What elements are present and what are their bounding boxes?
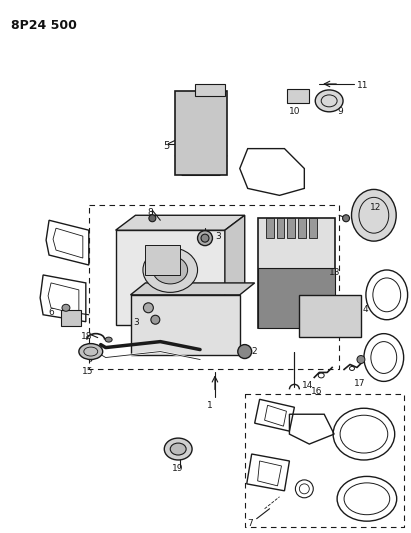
Text: 4: 4 [363, 305, 369, 314]
Bar [61, 310, 81, 326]
Text: 7: 7 [248, 519, 254, 528]
Ellipse shape [198, 231, 212, 246]
Polygon shape [131, 283, 255, 295]
Ellipse shape [170, 443, 186, 455]
Text: 17: 17 [354, 379, 365, 389]
Bar [277, 218, 284, 238]
Text: 8: 8 [148, 208, 153, 217]
Ellipse shape [143, 248, 198, 293]
Ellipse shape [201, 234, 209, 242]
Ellipse shape [238, 345, 252, 359]
Bar [131, 295, 240, 354]
Text: 8P24 500: 8P24 500 [12, 19, 77, 33]
Bar [258, 268, 335, 328]
Bar [258, 218, 335, 328]
Text: 19: 19 [172, 464, 184, 473]
Text: 14: 14 [302, 382, 314, 390]
Text: 5: 5 [163, 141, 169, 151]
Ellipse shape [62, 304, 70, 311]
Ellipse shape [143, 303, 153, 313]
Ellipse shape [105, 337, 112, 342]
Bar [115, 230, 225, 325]
Ellipse shape [342, 215, 349, 222]
Text: 15: 15 [82, 367, 93, 376]
Ellipse shape [351, 189, 396, 241]
Bar [145, 245, 180, 275]
Polygon shape [175, 156, 227, 175]
Bar [195, 84, 225, 96]
Text: 12: 12 [370, 203, 381, 212]
Bar [309, 218, 317, 238]
Text: 9: 9 [337, 107, 343, 116]
Ellipse shape [315, 90, 343, 112]
Text: 2: 2 [252, 347, 257, 356]
Bar [298, 218, 306, 238]
Bar [299, 295, 361, 337]
Text: 18: 18 [81, 332, 92, 341]
Ellipse shape [151, 315, 160, 324]
Text: 1: 1 [207, 401, 213, 410]
Text: 3: 3 [215, 232, 221, 241]
Text: 13: 13 [329, 268, 341, 277]
Text: 16: 16 [311, 387, 323, 397]
Ellipse shape [153, 256, 188, 284]
Bar [266, 218, 274, 238]
Polygon shape [225, 215, 245, 305]
Polygon shape [115, 215, 245, 230]
Ellipse shape [79, 344, 103, 360]
Bar [287, 218, 296, 238]
Text: 10: 10 [289, 107, 301, 116]
Bar [287, 89, 309, 103]
Ellipse shape [149, 215, 156, 222]
Text: 11: 11 [357, 81, 369, 90]
Text: 6: 6 [48, 308, 54, 317]
Text: 3: 3 [134, 318, 139, 327]
Ellipse shape [164, 438, 192, 460]
Ellipse shape [357, 356, 365, 364]
Bar [175, 91, 227, 175]
